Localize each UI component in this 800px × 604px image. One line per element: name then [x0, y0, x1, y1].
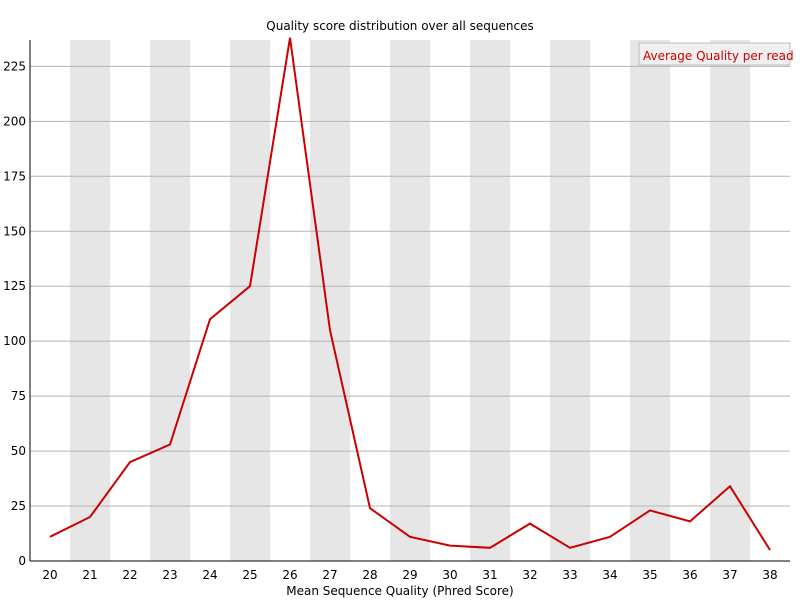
y-tick-25: 25 [11, 499, 26, 513]
x-tick-20: 20 [42, 568, 57, 582]
x-tick-37: 37 [722, 568, 737, 582]
x-tick-34: 34 [602, 568, 617, 582]
x-tick-38: 38 [762, 568, 777, 582]
x-axis-label: Mean Sequence Quality (Phred Score) [286, 584, 514, 598]
y-tick-175: 175 [3, 169, 26, 183]
y-tick-75: 75 [11, 389, 26, 403]
y-tick-100: 100 [3, 334, 26, 348]
x-tick-21: 21 [82, 568, 97, 582]
alternating-bands [70, 40, 750, 561]
x-tick-27: 27 [322, 568, 337, 582]
x-tick-33: 33 [562, 568, 577, 582]
band-35 [630, 40, 670, 561]
y-tick-0: 0 [18, 554, 26, 568]
x-tick-28: 28 [362, 568, 377, 582]
chart-title: Quality score distribution over all sequ… [266, 19, 533, 33]
y-tick-50: 50 [11, 444, 26, 458]
x-tick-31: 31 [482, 568, 497, 582]
x-tick-labels: 20 21 22 23 24 25 26 27 28 29 30 31 32 33 34 35 36 37 38 [42, 568, 777, 582]
x-tick-32: 32 [522, 568, 537, 582]
band-27 [310, 40, 350, 561]
x-tick-30: 30 [442, 568, 457, 582]
x-tick-35: 35 [642, 568, 657, 582]
legend: Average Quality per read [639, 43, 794, 65]
x-tick-29: 29 [402, 568, 417, 582]
x-tick-26: 26 [282, 568, 297, 582]
x-tick-36: 36 [682, 568, 697, 582]
y-tick-150: 150 [3, 224, 26, 238]
x-tick-22: 22 [122, 568, 137, 582]
y-tick-125: 125 [3, 279, 26, 293]
band-21 [70, 40, 110, 561]
band-37 [710, 40, 750, 561]
legend-label: Average Quality per read [643, 49, 794, 63]
band-29 [390, 40, 430, 561]
x-tick-24: 24 [202, 568, 217, 582]
y-tick-200: 200 [3, 114, 26, 128]
x-tick-25: 25 [242, 568, 257, 582]
y-tick-labels: 0 25 50 75 100 125 150 175 200 225 [3, 59, 26, 568]
band-33 [550, 40, 590, 561]
band-23 [150, 40, 190, 561]
band-25 [230, 40, 270, 561]
band-31 [470, 40, 510, 561]
y-tick-225: 225 [3, 59, 26, 73]
x-tick-23: 23 [162, 568, 177, 582]
